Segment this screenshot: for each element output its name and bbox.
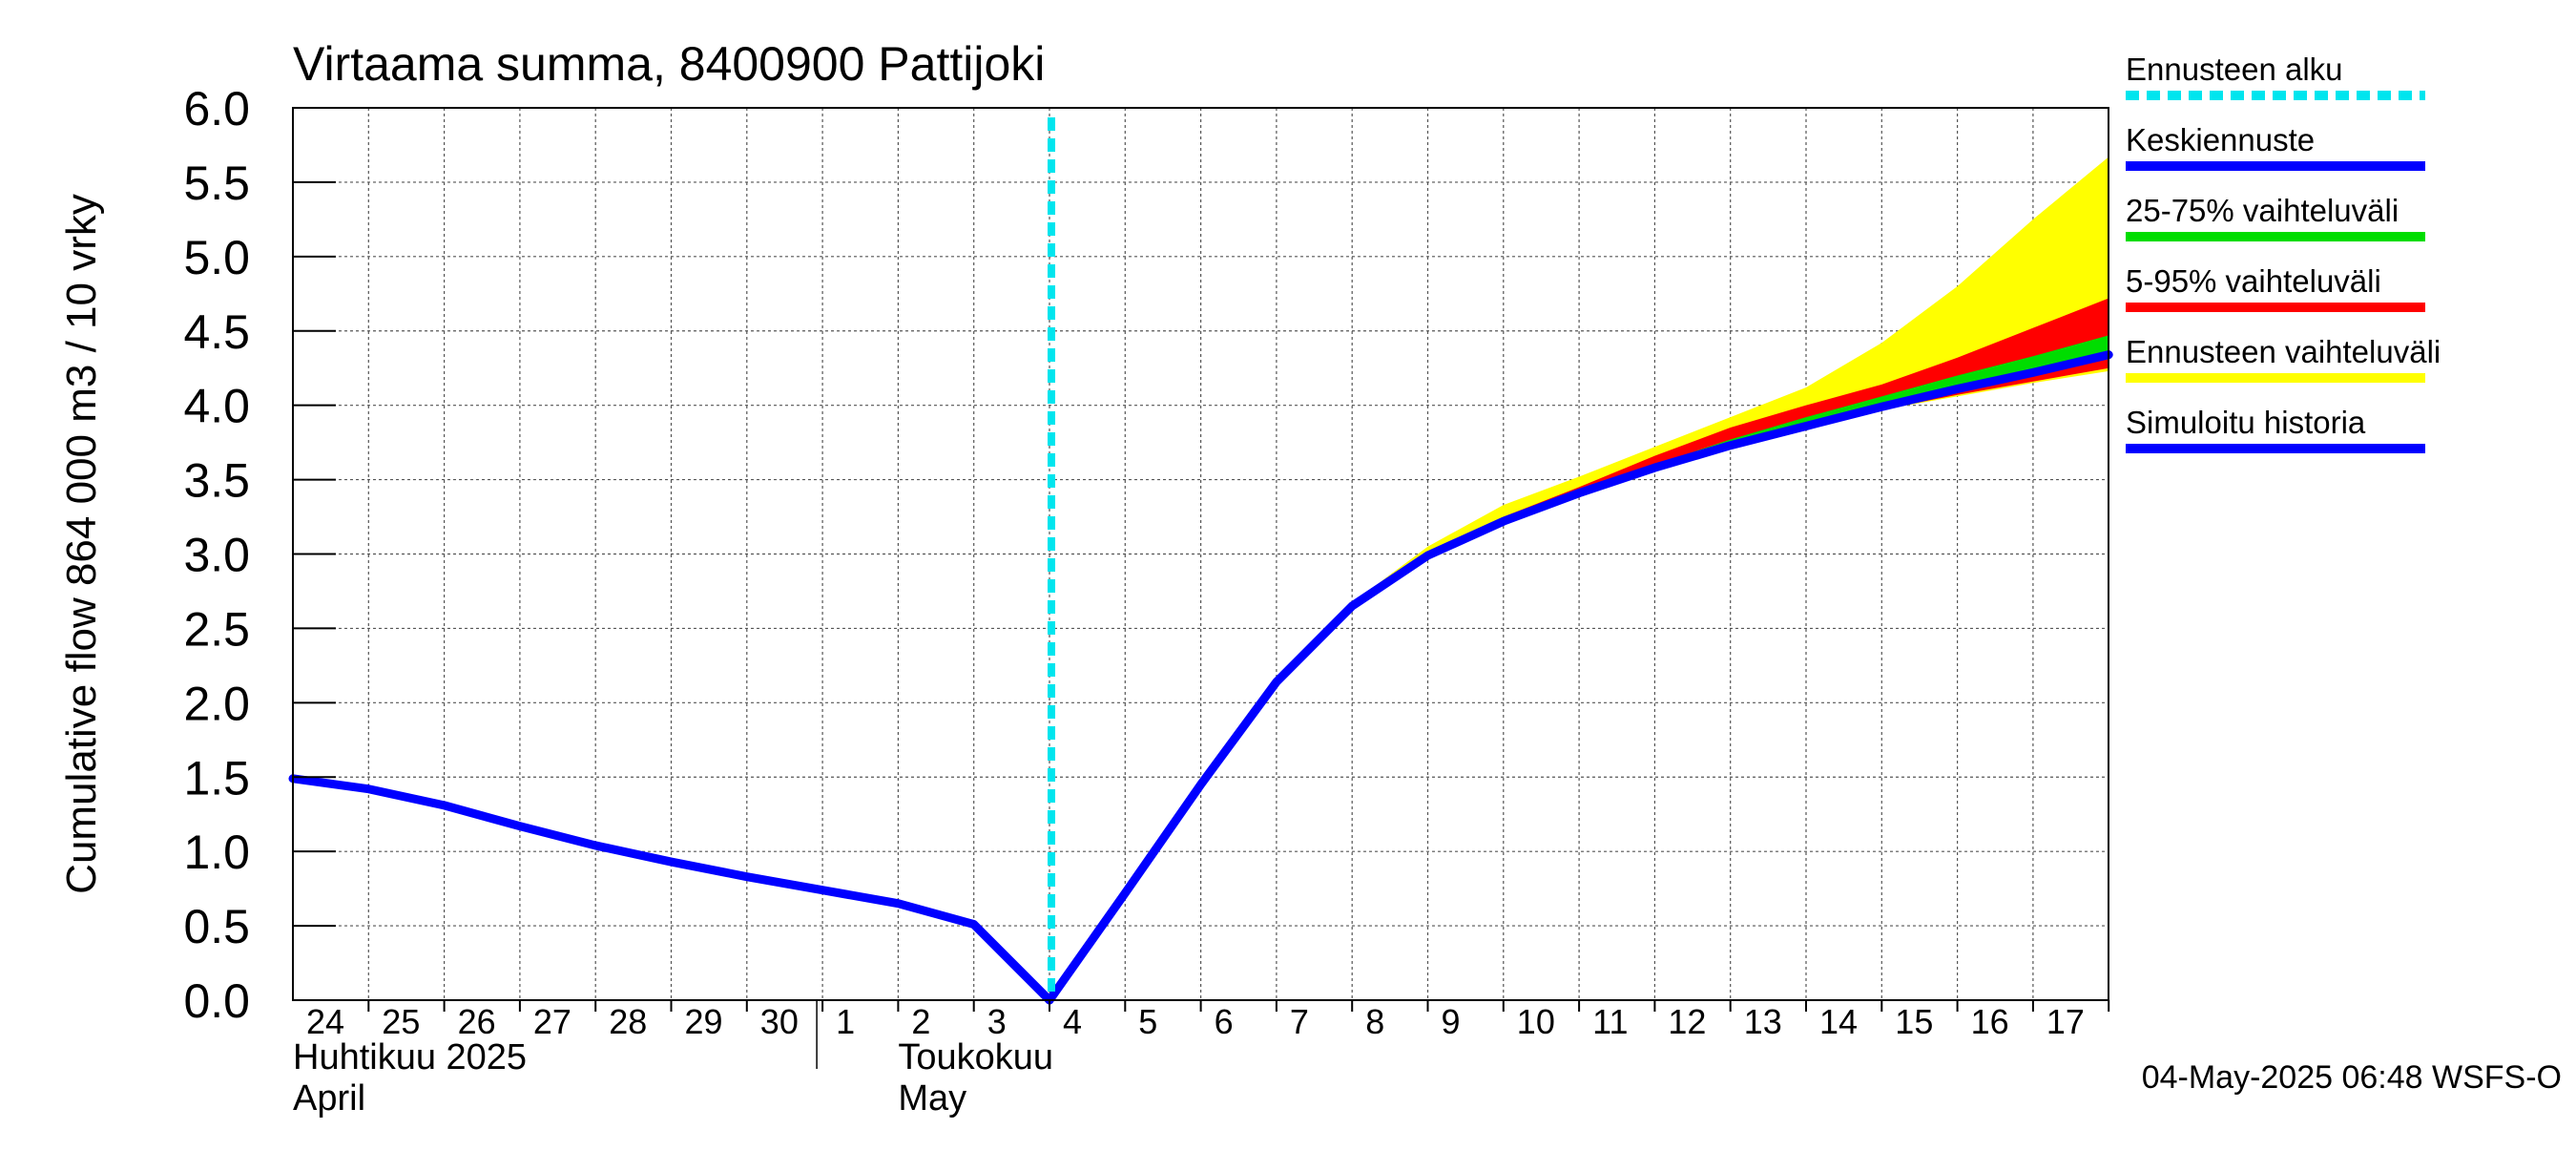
legend-label: Ennusteen vaihteluväli xyxy=(2126,334,2441,369)
y-tick-label: 0.0 xyxy=(183,974,250,1028)
chart-title: Virtaama summa, 8400900 Pattijoki xyxy=(293,37,1045,91)
forecast-bands xyxy=(1352,157,2109,610)
y-tick-label: 1.5 xyxy=(183,751,250,805)
y-tick-label: 2.0 xyxy=(183,677,250,730)
x-tick-label: 29 xyxy=(685,1002,723,1041)
y-tick-label: 2.5 xyxy=(183,602,250,656)
x-tick-label: 6 xyxy=(1215,1002,1234,1041)
x-tick-label: 4 xyxy=(1063,1002,1082,1041)
x-tick-label: 27 xyxy=(533,1002,571,1041)
x-tick-label: 16 xyxy=(1971,1002,2009,1041)
y-tick-label: 5.0 xyxy=(183,231,250,284)
legend-label: Ennusteen alku xyxy=(2126,52,2343,87)
flow-lines xyxy=(288,117,2113,1005)
x-tick-label: 1 xyxy=(836,1002,855,1041)
month-label-english: April xyxy=(293,1078,365,1119)
x-tick-label: 11 xyxy=(1592,1002,1628,1041)
band-25-75-vaihteluv-li xyxy=(1503,335,2109,523)
axes: 0.0 0.5 1.0 1.5 2.0 2.5 3.0 3.5 4.0 4.5 5.0 5.5 6.0 2… xyxy=(183,82,2110,1119)
month-label-english: May xyxy=(898,1078,966,1119)
x-tick-label: 28 xyxy=(609,1002,647,1041)
y-tick-label: 4.5 xyxy=(183,305,250,359)
timestamp-footer: 04-May-2025 06:48 WSFS-O xyxy=(2142,1059,2562,1096)
x-tick-label: 7 xyxy=(1290,1002,1309,1041)
y-tick-label: 3.5 xyxy=(183,454,250,508)
legend: Ennusteen alku Keskiennuste 25-75% vaihtel… xyxy=(2126,52,2441,453)
y-tick-label: 1.0 xyxy=(183,826,250,879)
x-tick-label: 9 xyxy=(1442,1002,1461,1041)
y-axis-label: Cumulative flow 864 000 m3 / 10 vrky xyxy=(58,194,105,894)
x-tick-label: 12 xyxy=(1668,1002,1706,1041)
line-simuloitu-historia xyxy=(288,774,1054,1005)
line-keskiennuste xyxy=(1045,350,2113,1005)
x-tick-label: 13 xyxy=(1744,1002,1782,1041)
y-tick-label: 6.0 xyxy=(183,82,250,136)
month-label: Toukokuu xyxy=(898,1037,1053,1077)
legend-label: 5-95% vaihteluväli xyxy=(2126,263,2381,299)
x-tick-label: 8 xyxy=(1365,1002,1384,1041)
x-tick-label: 30 xyxy=(760,1002,799,1041)
x-tick-label: 17 xyxy=(2046,1002,2085,1041)
x-tick-label: 15 xyxy=(1895,1002,1933,1041)
x-tick-label: 10 xyxy=(1517,1002,1555,1041)
y-tick-label: 0.5 xyxy=(183,900,250,953)
y-tick-label: 4.0 xyxy=(183,380,250,433)
x-tick-label: 14 xyxy=(1819,1002,1858,1041)
month-label: Huhtikuu 2025 xyxy=(293,1037,527,1077)
legend-label: 25-75% vaihteluväli xyxy=(2126,193,2399,228)
x-tick-label: 3 xyxy=(987,1002,1007,1041)
x-tick-label: 2 xyxy=(911,1002,930,1041)
x-tick-label: 25 xyxy=(382,1002,420,1041)
y-tick-label: 3.0 xyxy=(183,529,250,582)
x-tick-label: 26 xyxy=(458,1002,496,1041)
band-ennusteen-vaihteluv-li xyxy=(1352,157,2109,610)
legend-label: Simuloitu historia xyxy=(2126,405,2366,440)
x-tick-label: 5 xyxy=(1138,1002,1157,1041)
legend-label: Keskiennuste xyxy=(2126,122,2315,157)
y-tick-label: 5.5 xyxy=(183,157,250,210)
x-tick-label: 24 xyxy=(306,1002,344,1041)
plot-frame xyxy=(292,107,2109,1001)
